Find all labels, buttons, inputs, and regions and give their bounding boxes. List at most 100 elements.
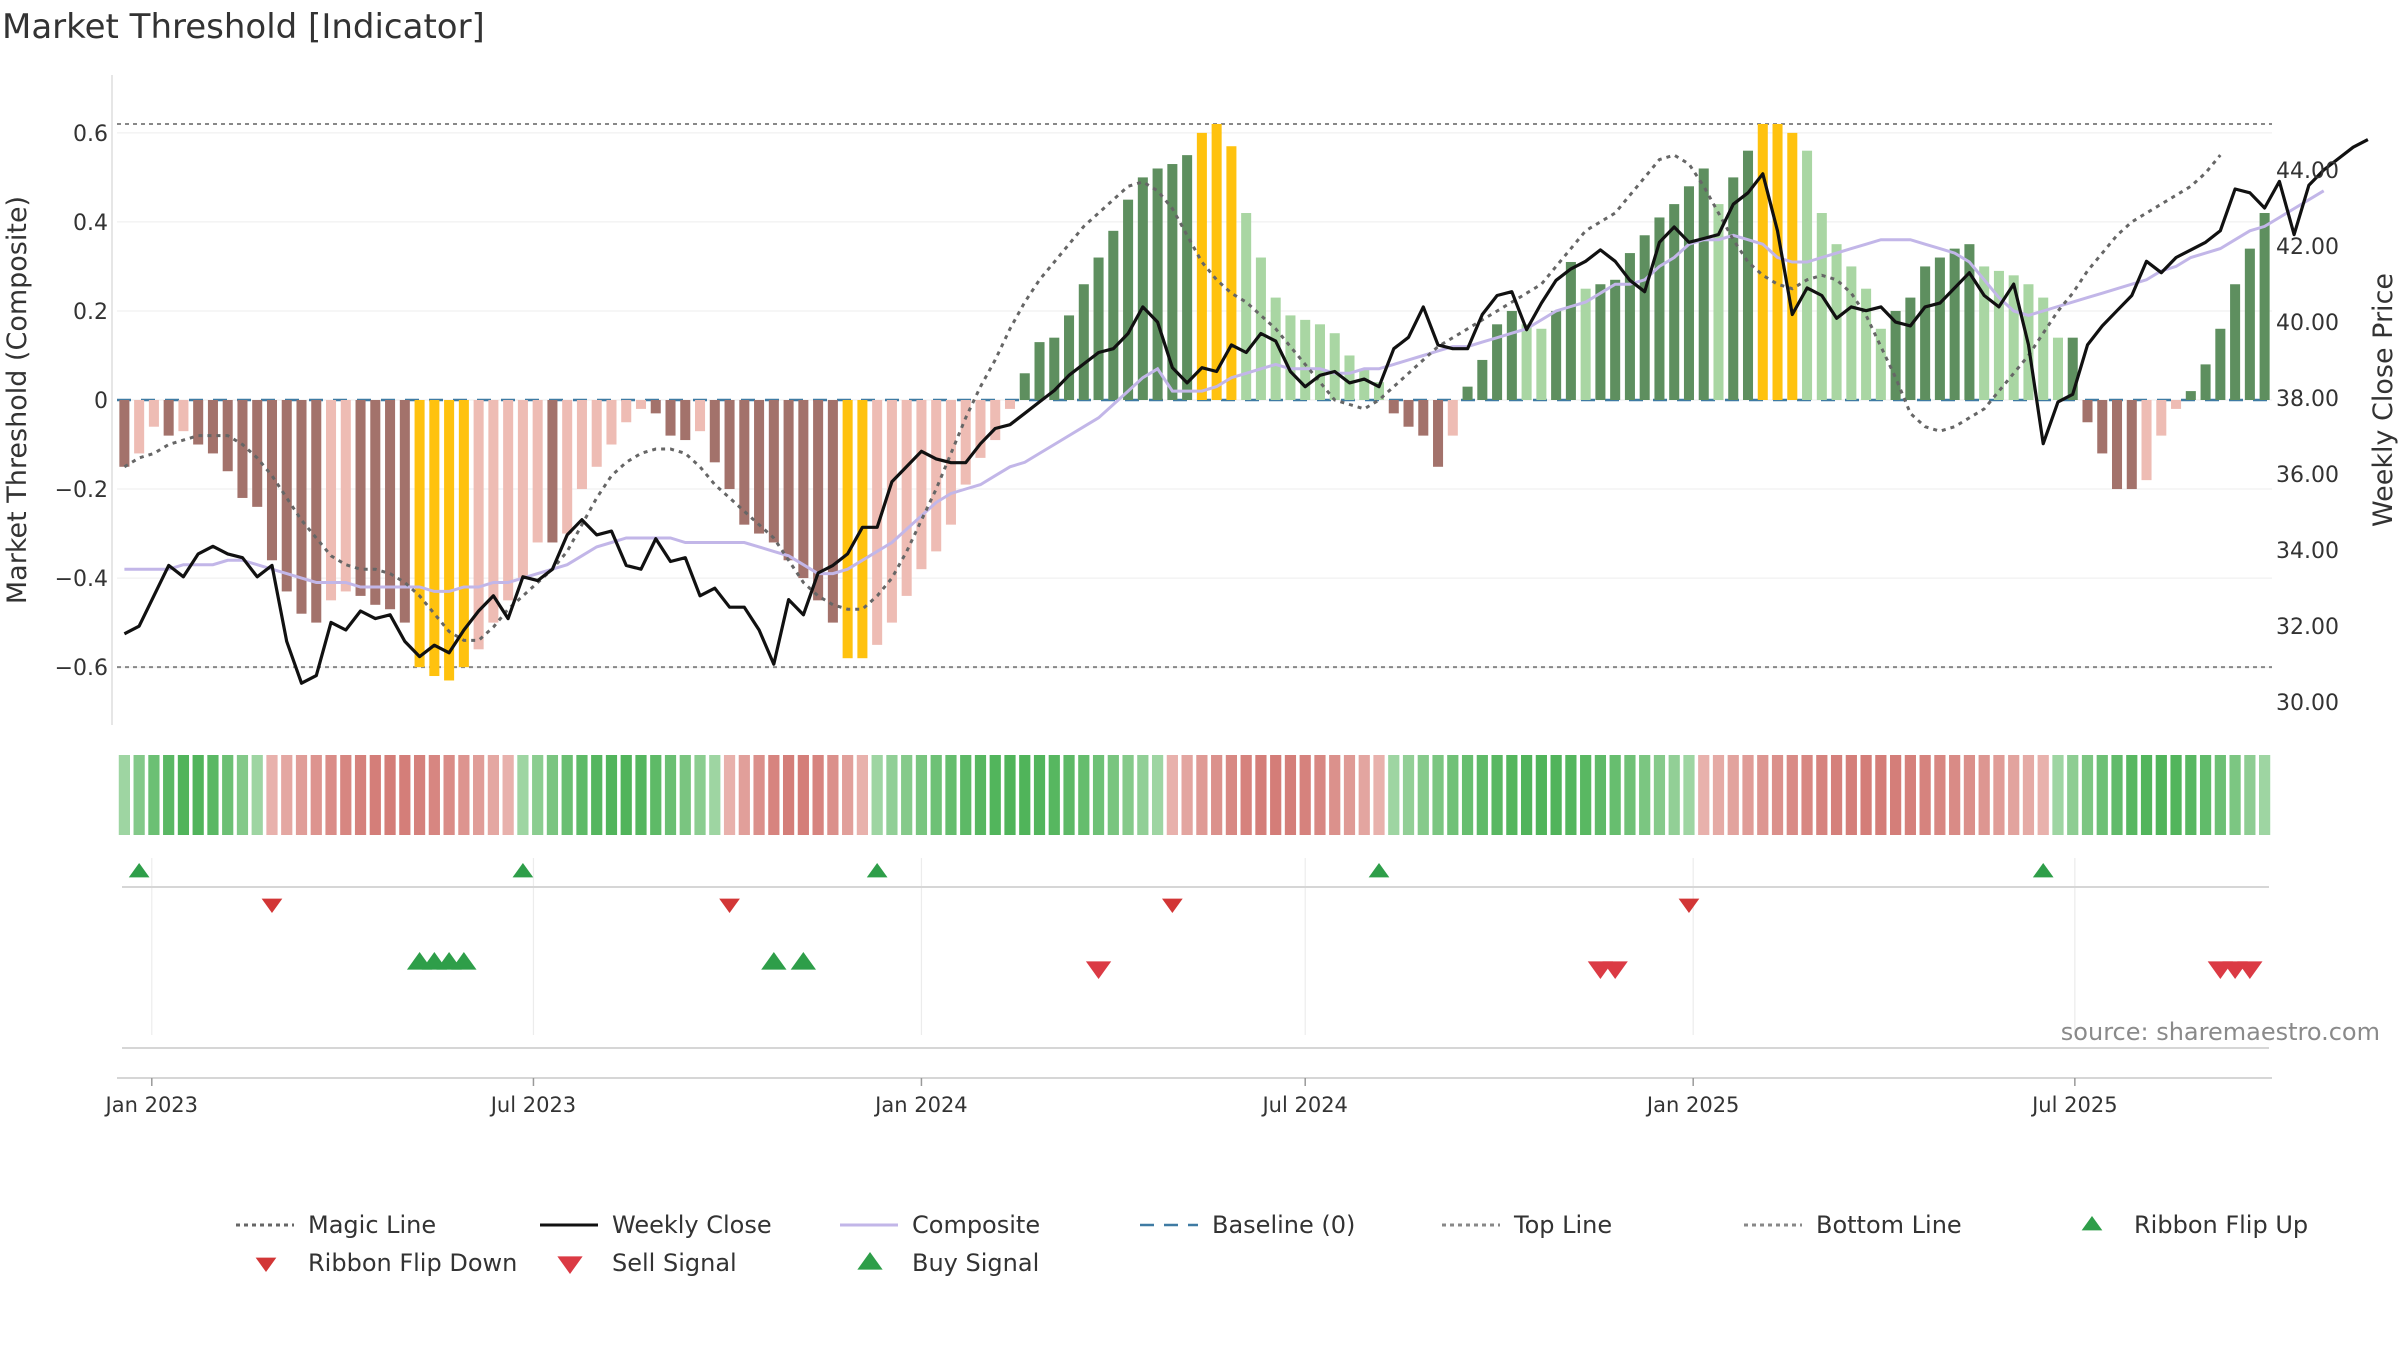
ribbon-flip-down-marker: [719, 898, 740, 913]
composite-bar: [1610, 279, 1621, 400]
ribbon-cell: [1520, 755, 1533, 835]
composite-bar: [1314, 324, 1325, 400]
ribbon-cell: [930, 755, 942, 835]
composite-bar: [1816, 213, 1827, 400]
composite-bar: [1108, 230, 1119, 400]
composite-bar: [503, 400, 514, 601]
composite-bar: [326, 400, 337, 601]
ribbon-flip-down-marker: [1678, 898, 1700, 913]
ribbon-cell: [768, 755, 780, 835]
ribbon-cell: [1757, 755, 1769, 835]
ribbon-cell: [974, 755, 987, 835]
legend-label: Sell Signal: [612, 1249, 737, 1277]
ribbon-cell: [886, 755, 898, 835]
ribbon-cell: [502, 755, 514, 835]
composite-bar: [1713, 204, 1724, 400]
ribbon-cell: [1078, 755, 1090, 835]
signal-panel: [117, 863, 2272, 1079]
ribbon-cell: [1963, 755, 1976, 835]
composite-bar: [1019, 373, 1030, 400]
buy-signal-marker: [790, 952, 817, 970]
legend-label: Buy Signal: [912, 1249, 1039, 1277]
composite-bar: [827, 400, 838, 623]
composite-bar: [1447, 400, 1458, 436]
ribbon-cell: [1609, 755, 1621, 835]
composite-bar: [901, 400, 912, 596]
ribbon-cell: [1122, 755, 1134, 835]
composite-bar: [960, 400, 971, 485]
sell-signal-marker: [1085, 961, 1112, 979]
composite-bar: [1846, 266, 1857, 400]
composite-bar: [547, 400, 558, 543]
composite-bar: [695, 400, 706, 432]
ribbon-cell: [1506, 755, 1518, 835]
right-tick-label: 32.00: [2276, 615, 2339, 640]
composite-bar: [429, 400, 440, 677]
ribbon-cell: [664, 755, 677, 835]
composite-bar: [532, 400, 543, 543]
ribbon-flip-up-marker: [1368, 863, 1390, 878]
ribbon-cell: [222, 755, 234, 835]
composite-bar: [355, 400, 366, 596]
composite-bar: [1211, 123, 1222, 401]
composite-bar: [385, 400, 396, 610]
ribbon-cell: [1166, 755, 1178, 835]
composite-bar: [1861, 288, 1872, 400]
composite-bar: [635, 400, 647, 409]
composite-bar: [1802, 150, 1813, 400]
composite-bar: [1979, 266, 1990, 400]
ribbon-cell: [1240, 755, 1252, 835]
ribbon-cell: [1594, 755, 1607, 835]
ribbon-cell: [281, 755, 293, 835]
ribbon-cell: [2199, 755, 2212, 835]
right-tick-label: 38.00: [2276, 387, 2339, 412]
composite-bar: [2126, 400, 2137, 490]
date-tick-label: Jan 2025: [1645, 1093, 1740, 1117]
composite-bar: [1004, 400, 1016, 409]
ribbon-cell: [266, 755, 278, 835]
legend-label: Baseline (0): [1212, 1211, 1355, 1239]
ribbon-cell: [738, 755, 750, 835]
ribbon-cell: [1491, 755, 1503, 835]
composite-bar: [444, 400, 455, 681]
right-tick-label: 42.00: [2276, 235, 2339, 260]
ribbon-cell: [1314, 755, 1326, 835]
ribbon-cell: [1255, 755, 1267, 835]
composite-bar: [1123, 199, 1134, 400]
left-tick-label: −0.6: [55, 656, 108, 681]
composite-bar: [1565, 261, 1576, 400]
composite-bar: [163, 400, 174, 436]
composite-bar: [754, 400, 765, 534]
composite-bar: [1654, 217, 1665, 400]
ribbon-cell: [295, 755, 308, 835]
composite-bar: [193, 400, 204, 445]
ribbon-cell: [340, 755, 352, 835]
composite-bar: [134, 400, 145, 454]
composite-bar: [1993, 270, 2004, 400]
ribbon-cell: [1019, 755, 1031, 835]
ribbon-cell: [1993, 755, 2005, 835]
left-tick-label: −0.2: [55, 478, 108, 503]
ribbon-cell: [1447, 755, 1459, 835]
ribbon-cell: [1580, 755, 1592, 835]
legend-label: Ribbon Flip Up: [2134, 1211, 2308, 1239]
composite-bar: [1167, 164, 1178, 400]
composite-bar: [1241, 213, 1252, 400]
ribbon-cell: [207, 755, 219, 835]
ribbon-flip-up-marker: [512, 863, 534, 878]
ribbon-cell: [1432, 755, 1444, 835]
composite-bar: [1344, 355, 1355, 400]
composite-bar: [1890, 310, 1901, 400]
composite-bar: [1669, 204, 1680, 400]
ribbon-flip-up-marker: [2032, 863, 2054, 878]
source-label: source: sharemaestro.com: [2061, 1018, 2380, 1046]
composite-bar: [1757, 123, 1768, 401]
composite-bar: [1255, 257, 1266, 400]
date-tick-label: Jul 2025: [2030, 1093, 2117, 1117]
ribbon-cell: [2008, 755, 2020, 835]
left-tick-label: 0.4: [73, 211, 108, 236]
composite-bar: [2230, 284, 2241, 400]
legend-label: Magic Line: [308, 1211, 436, 1239]
composite-bar: [1920, 266, 1931, 400]
